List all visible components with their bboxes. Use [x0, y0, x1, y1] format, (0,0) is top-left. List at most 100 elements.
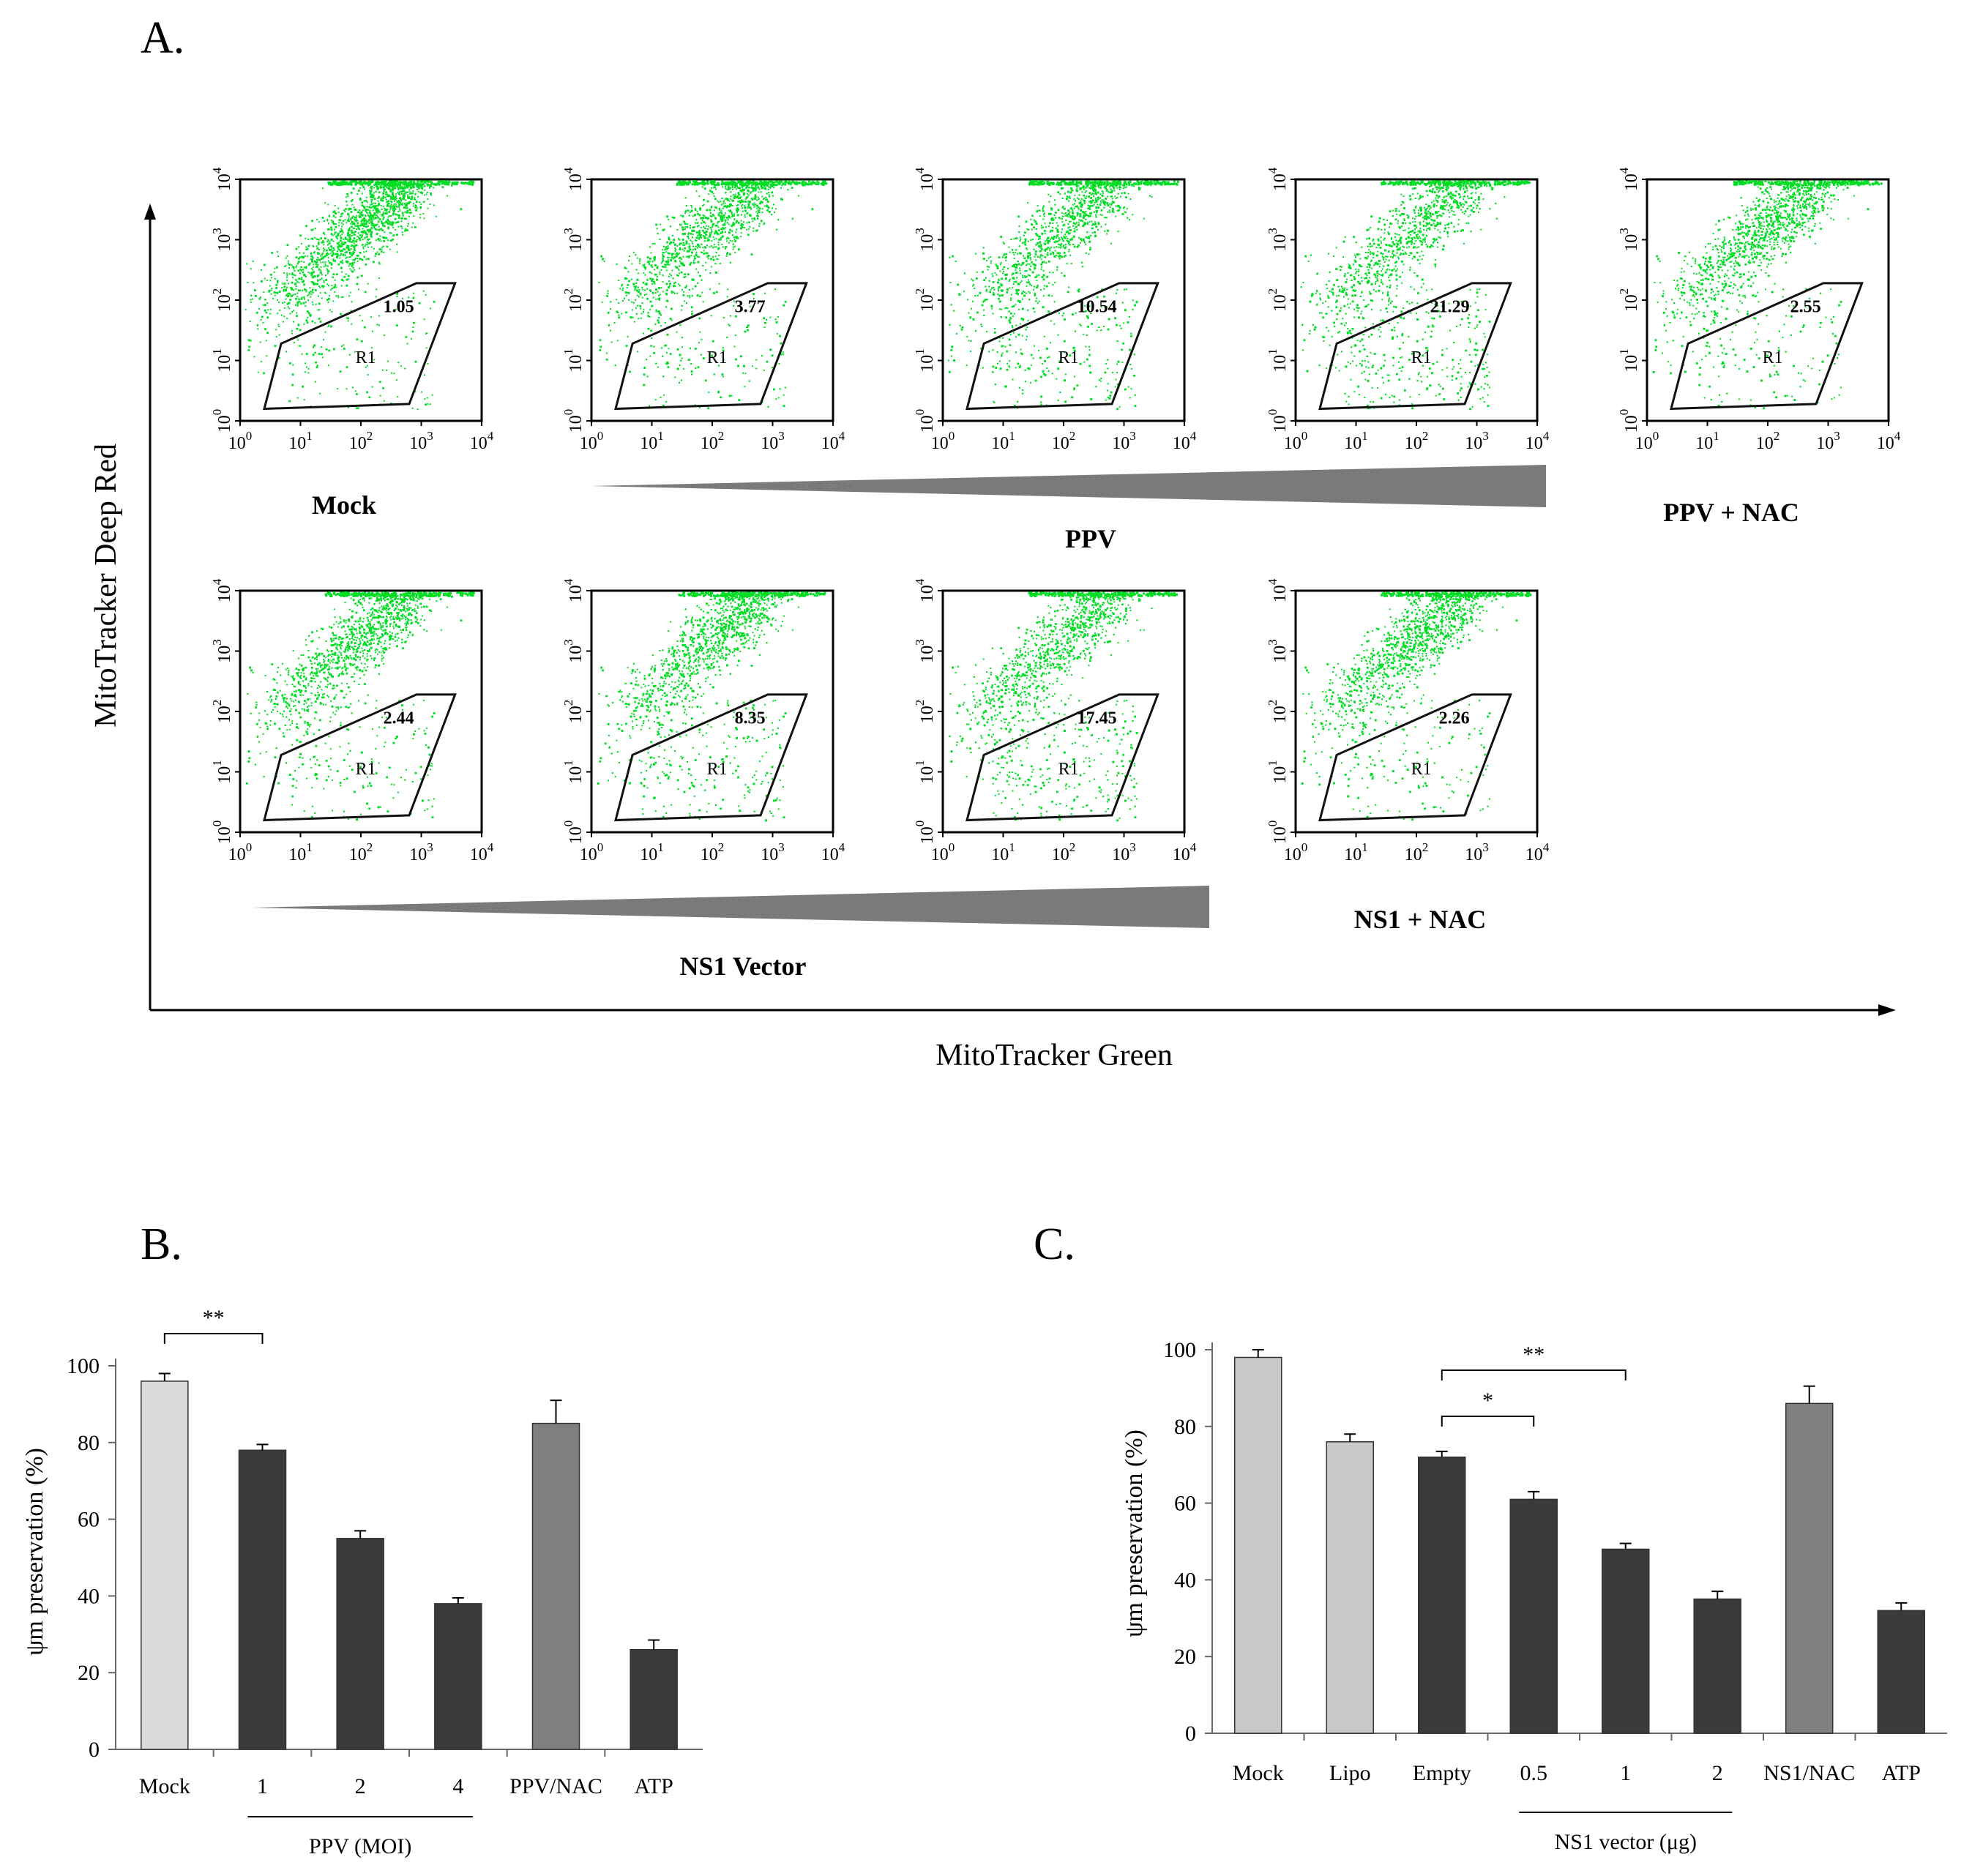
flow-dot — [1084, 304, 1086, 307]
flow-dot — [1050, 246, 1053, 248]
flow-dot — [676, 367, 679, 370]
flow-dot — [710, 219, 712, 221]
flow-dot — [728, 223, 730, 225]
flow-dot — [384, 209, 386, 212]
flow-dot — [1100, 201, 1102, 203]
flow-dot — [711, 187, 713, 189]
flow-dot — [763, 222, 766, 224]
flow-dot — [705, 379, 707, 382]
flow-dot — [413, 292, 415, 294]
flow-dot — [366, 212, 368, 214]
flow-dot — [330, 263, 333, 266]
flow-dot — [711, 354, 713, 357]
flow-dot — [427, 198, 429, 200]
flow-dot — [687, 233, 690, 235]
flow-dot — [1026, 335, 1028, 337]
flow-dot — [1061, 198, 1064, 199]
flow-dot — [471, 182, 474, 185]
flow-dot — [739, 194, 741, 196]
flow-dot — [730, 209, 731, 212]
flow-dot — [684, 197, 687, 199]
flow-dot — [697, 234, 699, 236]
flow-dot — [302, 256, 305, 258]
flow-dot — [754, 182, 757, 184]
flow-dot — [784, 386, 786, 389]
flow-dot — [624, 291, 627, 294]
flow-dot — [755, 195, 756, 198]
flow-dot — [1076, 205, 1078, 208]
flow-dot — [667, 258, 669, 261]
flow-dot — [378, 191, 381, 194]
flow-dot — [729, 239, 731, 242]
flow-dot — [365, 210, 367, 212]
flow-dot — [362, 228, 364, 230]
flow-dot — [717, 222, 719, 224]
flow-dot — [618, 302, 620, 304]
flow-dot — [419, 214, 422, 216]
flow-dot — [404, 211, 406, 213]
flow-dot — [315, 303, 317, 305]
flow-dot — [766, 184, 769, 187]
flow-dot — [365, 366, 367, 368]
flow-dot — [395, 228, 397, 231]
flow-dot — [1126, 208, 1128, 210]
flow-dot — [336, 183, 339, 186]
flow-dot — [760, 184, 763, 187]
flow-dot — [749, 187, 751, 189]
flow-dot — [293, 310, 295, 312]
flow-dot — [328, 247, 330, 249]
flow-dot — [659, 239, 661, 240]
flow-dot — [320, 266, 322, 268]
flow-dot — [385, 183, 388, 186]
flow-dot — [1133, 375, 1135, 376]
flow-dot — [971, 307, 972, 310]
flow-dot — [290, 286, 292, 288]
flow-dot — [332, 259, 335, 262]
flow-dot — [332, 276, 334, 278]
flow-dot — [314, 228, 316, 230]
flow-dot — [329, 261, 331, 264]
flow-dot — [301, 296, 303, 299]
flow-dot — [684, 226, 687, 228]
flow-dot — [698, 274, 701, 277]
flow-plot-frame — [941, 178, 1186, 422]
flow-dot — [748, 180, 751, 183]
flow-dot — [377, 212, 379, 214]
flow-dot — [367, 242, 370, 244]
flow-dot — [369, 228, 372, 231]
flow-dot — [1075, 225, 1077, 228]
flow-dot — [1009, 287, 1011, 289]
flow-dot — [313, 284, 315, 286]
flow-dot — [689, 263, 692, 266]
flow-dot — [288, 283, 289, 285]
flow-dot — [389, 205, 391, 207]
flow-dot — [356, 236, 359, 238]
flow-dot — [337, 388, 339, 389]
flow-dot — [370, 235, 373, 238]
flow-dot — [408, 201, 411, 203]
flow-dot — [724, 247, 726, 250]
flow-dot — [370, 215, 373, 217]
flow-dot — [395, 199, 397, 201]
flow-dot — [408, 296, 410, 299]
flow-dot — [386, 194, 389, 196]
flow-dot — [318, 258, 320, 261]
flow-dot — [728, 242, 730, 244]
flow-dot — [325, 249, 328, 252]
flow-dot — [676, 255, 677, 257]
flow-dot — [277, 324, 280, 326]
flow-dot — [366, 365, 368, 367]
flow-dot — [757, 215, 759, 217]
flow-dot — [673, 292, 676, 294]
flow-dot — [774, 288, 777, 291]
flow-dot — [694, 257, 696, 260]
flow-dot — [365, 182, 368, 184]
flow-dot — [405, 187, 407, 190]
flow-dot — [419, 191, 422, 194]
flow-dot — [1003, 271, 1005, 273]
flow-dot — [310, 238, 313, 240]
flow-dot — [1034, 311, 1036, 313]
flow-dot — [741, 183, 743, 185]
flow-dot — [1111, 202, 1113, 204]
